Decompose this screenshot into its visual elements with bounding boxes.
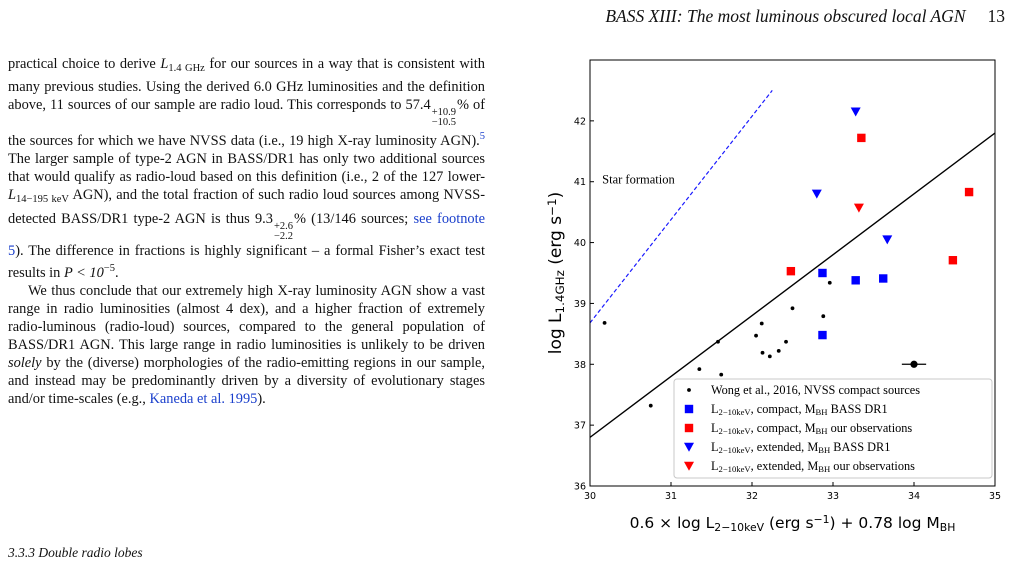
legend-label-1: Wong et al., 2016, NVSS compact sources bbox=[711, 383, 920, 397]
series-2-point-3 bbox=[851, 276, 860, 285]
legend-label-4: L2−10keV, extended, MBH BASS DR1 bbox=[711, 440, 890, 455]
y-tick-label-36: 36 bbox=[574, 482, 586, 493]
footnote-5-link[interactable]: 5 bbox=[479, 131, 485, 143]
y-tick-label-39: 39 bbox=[574, 299, 586, 310]
legend: Wong et al., 2016, NVSS compact sources L… bbox=[673, 378, 993, 479]
series-2-point-2 bbox=[818, 330, 827, 340]
y-tick-label-38: 38 bbox=[574, 360, 586, 371]
legend-marker-5 bbox=[684, 461, 694, 471]
series-1-point-7 bbox=[759, 321, 764, 326]
footnote-reference-link[interactable]: see footnote 5 bbox=[8, 210, 485, 259]
radio-loud-threshold-line bbox=[590, 132, 995, 438]
series-1-point-4 bbox=[716, 339, 720, 344]
y-tick-label-40: 40 bbox=[574, 238, 586, 249]
x-tick-label-30: 30 bbox=[584, 491, 596, 502]
y-tick-label-41: 41 bbox=[574, 177, 586, 188]
series-5-point-1 bbox=[853, 203, 864, 213]
legend-marker-1 bbox=[687, 388, 691, 392]
legend-marker-4 bbox=[684, 442, 694, 452]
series-1-point-9 bbox=[767, 354, 772, 359]
star-formation-label: Star formation bbox=[602, 173, 675, 187]
legend-marker-2 bbox=[684, 404, 694, 414]
series-1-point-12 bbox=[790, 306, 795, 311]
series-1-point-14 bbox=[827, 280, 832, 285]
star-formation-line bbox=[590, 90, 773, 324]
series-3-point-2 bbox=[857, 133, 866, 143]
series-1-point-8 bbox=[760, 350, 765, 355]
running-title: BASS XIII: The most luminous obscured lo… bbox=[605, 6, 966, 26]
section-heading: 3.3.3 Double radio lobes bbox=[8, 545, 143, 560]
y-axis-label: log L1.4GHz (erg s−1) bbox=[545, 192, 567, 355]
series-1-point-3 bbox=[697, 367, 702, 372]
page-number: 13 bbox=[987, 6, 1006, 26]
series-1-point-5 bbox=[719, 372, 724, 377]
legend-marker-3 bbox=[684, 423, 694, 433]
legend-label-5: L2−10keV, extended, MBH our observations bbox=[711, 459, 915, 474]
legend-label-2: L2−10keV, compact, MBH BASS DR1 bbox=[711, 402, 888, 417]
y-tick-label-37: 37 bbox=[574, 421, 586, 432]
series-1-point-11 bbox=[784, 339, 788, 344]
x-axis-label: 0.6 × log L2−10keV (erg s−1) + 0.78 log … bbox=[630, 513, 956, 534]
x-tick-label-34: 34 bbox=[908, 491, 920, 502]
legend-box bbox=[673, 378, 993, 479]
series-2-point-1 bbox=[818, 268, 827, 278]
paragraph-2: We thus conclude that our extremely high… bbox=[8, 282, 485, 408]
x-tick-label-35: 35 bbox=[989, 491, 1001, 502]
x-tick-label-31: 31 bbox=[665, 491, 677, 502]
series-2-point-4 bbox=[879, 274, 888, 283]
series-4-point-1 bbox=[850, 107, 861, 117]
series-1-point-10 bbox=[776, 348, 781, 353]
running-header: BASS XIII: The most luminous obscured lo… bbox=[430, 6, 1005, 27]
scatter-chart: Star formation 30 31 32 33 34 35 36 37 38 39 40 41 42… bbox=[545, 59, 1001, 534]
text-column: practical choice to derive L1.4 GHz for … bbox=[8, 55, 485, 408]
x-tick-label-32: 32 bbox=[746, 491, 758, 502]
paragraph-1: practical choice to derive L1.4 GHz for … bbox=[8, 56, 485, 281]
citation-link[interactable]: Kaneda et al. 1995 bbox=[149, 391, 258, 408]
series-3-point-3 bbox=[948, 256, 958, 265]
series-3-point-1 bbox=[786, 266, 796, 276]
series-1-point-13 bbox=[821, 314, 826, 319]
error-bar-point bbox=[910, 360, 918, 368]
y-tick-label-42: 42 bbox=[574, 116, 586, 127]
x-tick-label-33: 33 bbox=[827, 491, 839, 502]
series-1-point-1 bbox=[602, 321, 607, 325]
series-1-point-6 bbox=[754, 333, 758, 338]
series-3-point-4 bbox=[964, 187, 974, 197]
series-1-point-2 bbox=[648, 403, 653, 408]
series-4-point-2 bbox=[811, 189, 822, 199]
figure: Star formation 30 31 32 33 34 35 36 37 38 39 40 41 42… bbox=[525, 50, 1015, 545]
series-4-point-3 bbox=[882, 235, 893, 245]
legend-label-3: L2−10keV, compact, MBH our observations bbox=[711, 421, 912, 436]
axes-frame bbox=[589, 59, 996, 487]
